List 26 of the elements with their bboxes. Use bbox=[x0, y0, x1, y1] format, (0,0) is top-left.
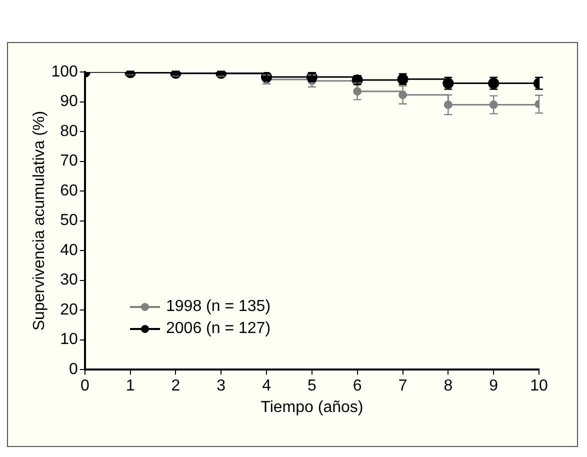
y-tick-label: 40 bbox=[60, 242, 78, 259]
y-tick-label: 30 bbox=[60, 272, 78, 289]
x-tick-label: 8 bbox=[444, 378, 453, 395]
y-tick-label: 80 bbox=[60, 122, 78, 140]
y-tick-label: 0 bbox=[68, 361, 78, 378]
x-tick-label: 0 bbox=[80, 378, 90, 395]
y-tick-label: 70 bbox=[60, 152, 78, 170]
y-tick-label: 10 bbox=[60, 331, 78, 348]
y-tick-label: 100 bbox=[51, 63, 78, 80]
y-tick-label: 60 bbox=[60, 182, 78, 200]
legend-label: 1998 (n = 135) bbox=[166, 298, 271, 316]
x-tick-label: 5 bbox=[307, 378, 316, 395]
y-tick-label: 20 bbox=[60, 301, 78, 318]
x-axis-title: Tiempo (años) bbox=[260, 398, 364, 416]
x-tick-label: 2 bbox=[171, 378, 180, 395]
x-tick-label: 10 bbox=[530, 378, 548, 395]
x-tick-label: 4 bbox=[262, 378, 272, 395]
x-tick-label: 3 bbox=[216, 378, 226, 395]
y-axis-title: Supervivencia acumulativa (%) bbox=[31, 110, 48, 331]
x-tick-label: 1 bbox=[126, 378, 135, 395]
legend-label: 2006 (n = 127) bbox=[166, 320, 271, 338]
y-tick-label: 90 bbox=[60, 93, 78, 110]
y-tick-label: 50 bbox=[60, 212, 78, 230]
x-tick-label: 9 bbox=[489, 378, 498, 395]
x-tick-label: 7 bbox=[398, 378, 408, 395]
x-tick-label: 6 bbox=[352, 378, 362, 395]
